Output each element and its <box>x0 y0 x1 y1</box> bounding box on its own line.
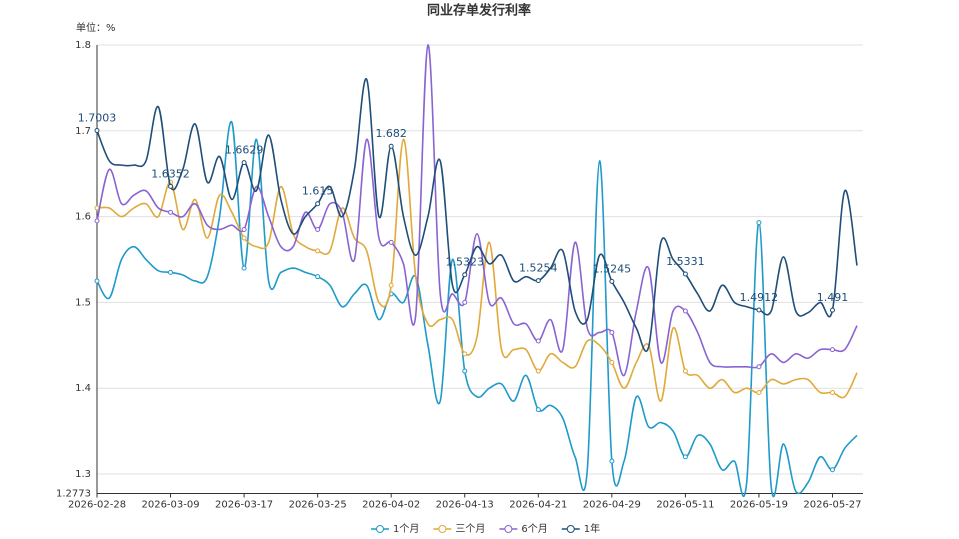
x-tick-label: 2026-05-27 <box>803 500 861 511</box>
point <box>535 278 541 284</box>
point <box>315 201 321 207</box>
point <box>609 278 615 284</box>
x-tick-label: 2026-03-25 <box>289 500 347 511</box>
value-label: 1.5245 <box>593 262 632 275</box>
point <box>829 347 835 353</box>
line-series <box>96 138 858 402</box>
value-label: 1.7003 <box>78 112 117 125</box>
point <box>756 220 762 226</box>
x-tick-label: 2026-02-28 <box>68 500 126 511</box>
point <box>462 299 468 305</box>
point <box>682 454 688 460</box>
point <box>315 274 321 280</box>
point <box>462 368 468 374</box>
point <box>829 390 835 396</box>
point <box>94 218 100 224</box>
legend-symbol <box>566 525 575 533</box>
x-tick-label: 2026-04-13 <box>436 500 494 511</box>
point <box>609 458 615 464</box>
value-label: 1.6352 <box>151 167 190 180</box>
x-tick-label: 2026-03-17 <box>215 500 273 511</box>
point <box>756 307 762 313</box>
y-tick-label: 1.8 <box>75 40 91 51</box>
point <box>756 390 762 396</box>
point <box>829 307 835 313</box>
value-label: 1.5331 <box>666 255 705 268</box>
legend-label: 6个月 <box>521 523 547 535</box>
x-tick-label: 2026-05-19 <box>730 500 788 511</box>
value-label: 1.5323 <box>445 256 484 269</box>
x-tick-label: 2026-04-21 <box>509 500 567 511</box>
value-label: 1.682 <box>375 127 407 140</box>
legend-symbol <box>376 525 384 533</box>
point <box>241 226 247 232</box>
point <box>682 368 688 374</box>
value-label: 1.5254 <box>519 262 558 275</box>
point <box>315 248 321 254</box>
line-series <box>96 121 858 498</box>
point <box>535 368 541 374</box>
point <box>241 160 247 166</box>
point <box>388 143 394 149</box>
legend-label: 1个月 <box>393 523 419 535</box>
point <box>682 271 688 277</box>
value-label: 1.4912 <box>740 291 779 304</box>
y-tick-label: 1.5 <box>75 297 91 308</box>
point <box>94 128 100 134</box>
x-tick-label: 2026-05-11 <box>656 500 714 511</box>
value-label: 1.491 <box>817 291 849 304</box>
value-label: 1.615 <box>302 185 334 198</box>
chart-title: 同业存单发行利率 <box>427 3 531 19</box>
point <box>829 467 835 473</box>
line-series <box>96 44 858 377</box>
point <box>462 272 468 278</box>
legend-symbol <box>438 525 447 533</box>
y-axis-label: 单位：% <box>76 21 116 34</box>
point <box>609 359 615 365</box>
y-tick-label: 1.4 <box>75 383 91 394</box>
line-series <box>96 78 858 352</box>
y-tick-label: 1.6 <box>75 212 91 223</box>
point <box>315 226 321 232</box>
value-label: 1.6629 <box>225 144 264 157</box>
point <box>535 407 541 413</box>
point <box>94 205 100 211</box>
legend-symbol <box>504 525 513 533</box>
point <box>94 278 100 284</box>
y-tick-label: 1.7 <box>75 126 91 137</box>
point <box>388 239 394 245</box>
point <box>168 269 174 275</box>
x-tick-label: 2026-04-29 <box>583 500 641 511</box>
x-tick-label: 2026-04-02 <box>362 500 420 511</box>
point <box>241 235 247 241</box>
point <box>756 364 762 370</box>
legend-label: 三个月 <box>455 523 485 535</box>
point <box>241 265 247 271</box>
point <box>168 183 174 189</box>
y-tick-label: 1.2773 <box>56 489 91 500</box>
point <box>535 338 541 344</box>
y-tick-label: 1.3 <box>75 469 91 480</box>
point <box>168 209 174 215</box>
x-tick-label: 2026-03-09 <box>141 500 199 511</box>
point <box>462 351 468 357</box>
point <box>609 329 615 335</box>
legend-label: 1年 <box>584 522 600 535</box>
point <box>682 308 688 314</box>
point <box>388 282 394 288</box>
